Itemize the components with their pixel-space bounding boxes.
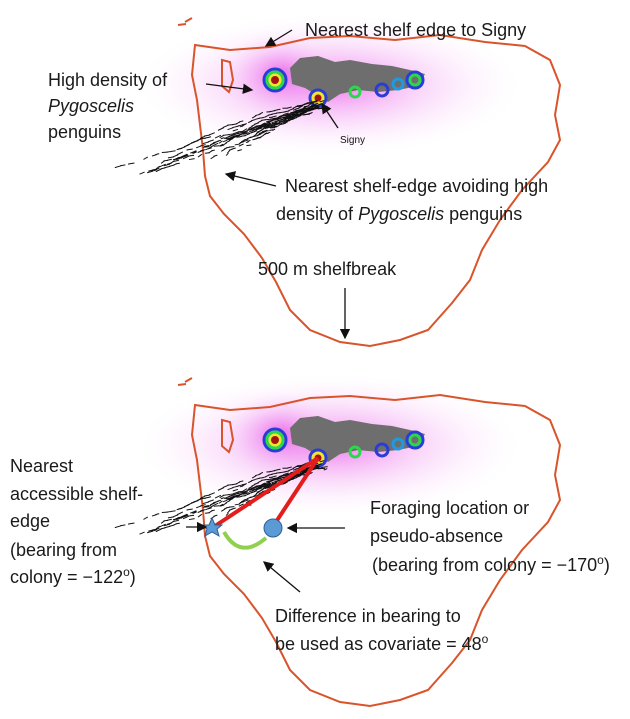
arrow (224, 171, 277, 187)
label: Nearest shelf edge to Signy (305, 20, 526, 40)
arrow (321, 102, 339, 129)
arrow (205, 83, 254, 94)
label: Foraging location or pseudo-absence (bea… (370, 498, 610, 575)
label: High density of Pygoscelis penguins (48, 70, 172, 142)
label: 500 m shelfbreak (258, 259, 397, 279)
label: Signy (340, 135, 365, 146)
bearing-arc (222, 530, 268, 550)
label: Nearest accessible shelf- edge (bearing … (10, 456, 148, 587)
arrow (264, 29, 293, 47)
bearing-line (270, 456, 320, 530)
label: Nearest shelf-edge avoiding high density… (276, 176, 553, 224)
annotations-bottom: Nearest accessible shelf- edge (bearing … (10, 456, 610, 654)
label: Difference in bearing to be used as cova… (275, 606, 489, 654)
foraging-point (263, 518, 283, 538)
bearing-line (213, 456, 320, 528)
map-top: Nearest shelf edge to Signy High density… (48, 13, 562, 348)
arrow (263, 561, 301, 593)
